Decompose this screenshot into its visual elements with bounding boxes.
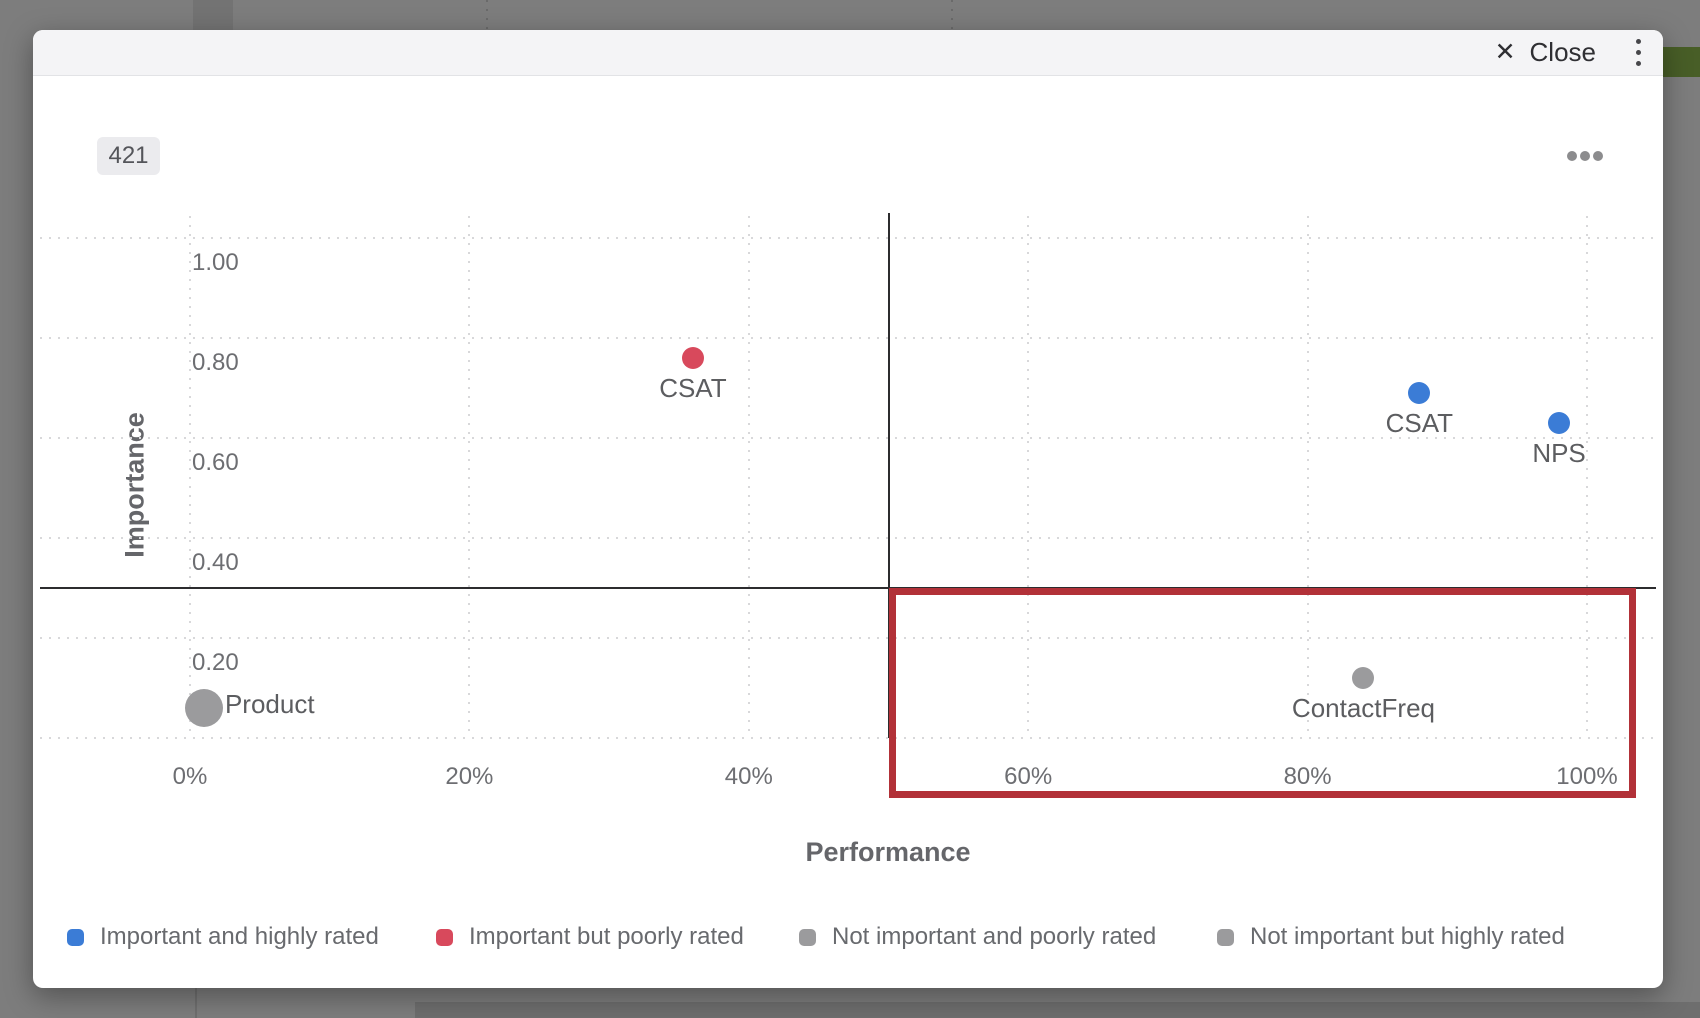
x-axis-tick-label: 80% (1283, 763, 1332, 790)
quadrant-divider-horizontal (40, 587, 1656, 589)
quadrant-divider-vertical (887, 213, 890, 738)
modal-header: ✕ Close (33, 30, 1663, 76)
x-axis-title: Performance (805, 837, 971, 867)
x-axis-tick-label: 20% (445, 763, 494, 790)
legend-item-label: Important and highly rated (100, 923, 379, 950)
legend-item-label: Not important but highly rated (1250, 923, 1565, 950)
more-options-icon[interactable] (1567, 150, 1603, 162)
highlight-rectangle (888, 588, 1636, 798)
background-artifact-line (195, 988, 197, 1018)
legend-item[interactable]: Not important and poorly rated (799, 923, 1157, 950)
data-point-label: CSAT (1385, 408, 1454, 438)
legend-swatch (1217, 928, 1234, 946)
legend-item[interactable]: Important but poorly rated (436, 923, 744, 950)
legend-item-label: Not important and poorly rated (832, 923, 1157, 950)
gridline-vertical (1586, 216, 1588, 738)
data-point-product[interactable] (184, 689, 223, 727)
data-point-csat[interactable] (681, 347, 704, 369)
background-artifact-band-bottom (415, 1002, 1700, 1018)
data-point-contactfreq[interactable] (1352, 667, 1375, 689)
data-point-label: NPS (1532, 438, 1586, 468)
data-point-label: Product (224, 689, 315, 719)
gridline-horizontal (40, 437, 1656, 439)
data-point-nps[interactable] (1548, 412, 1571, 434)
legend-item-label: Important but poorly rated (469, 923, 744, 950)
chart-modal: ✕ Close 421 Importance Performance 1.00 0… (33, 30, 1663, 988)
legend-item[interactable]: Not important but highly rated (1217, 923, 1565, 950)
gridline-vertical (189, 216, 191, 738)
data-point-csat[interactable] (1408, 382, 1431, 404)
y-axis-tick-label: 0.60 (192, 449, 239, 476)
close-button[interactable]: ✕ Close (1495, 37, 1596, 68)
kebab-menu-icon[interactable] (1634, 37, 1643, 68)
legend-swatch (436, 928, 453, 946)
count-badge: 421 (97, 137, 160, 175)
gridline-horizontal (40, 637, 1656, 639)
y-axis-tick-label: 0.20 (192, 649, 239, 676)
chart-layer: 1.00 0.80 0.60 0.40 0.20 0% 20% 40% 60% 80% 100% CS… (33, 30, 1663, 988)
gridline-horizontal (40, 737, 1656, 739)
background-gridline-artifact (951, 0, 953, 30)
gridline-vertical (747, 216, 750, 738)
legend-item[interactable]: Important and highly rated (67, 923, 379, 950)
legend-swatch (67, 928, 84, 946)
background-gridline-artifact (486, 0, 488, 30)
data-point-label: ContactFreq (1291, 693, 1435, 723)
gridline-vertical (1306, 216, 1309, 738)
y-axis-tick-label: 0.40 (192, 549, 239, 576)
close-label: Close (1529, 37, 1596, 67)
background-artifact-band (193, 0, 233, 30)
x-axis-tick-label: 100% (1556, 763, 1618, 790)
close-icon: ✕ (1494, 38, 1516, 66)
y-axis-tick-label: 1.00 (192, 249, 239, 276)
gridline-horizontal (40, 537, 1656, 539)
gridline-vertical (1027, 216, 1030, 738)
background-green-block (1663, 47, 1700, 77)
gridline-vertical (468, 216, 471, 738)
gridline-horizontal (40, 237, 1656, 239)
x-axis-tick-label: 0% (172, 763, 208, 790)
y-axis-tick-label: 0.80 (192, 349, 239, 376)
data-point-label: CSAT (659, 373, 727, 403)
gridline-horizontal (40, 337, 1656, 339)
legend-swatch (799, 928, 816, 946)
x-axis-tick-label: 60% (1004, 763, 1053, 790)
x-axis-tick-label: 40% (724, 763, 773, 790)
